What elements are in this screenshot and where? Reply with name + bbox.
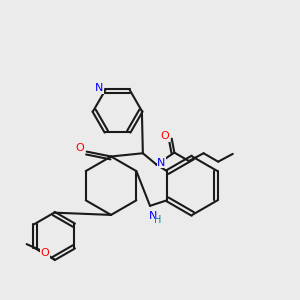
Text: O: O <box>40 248 49 258</box>
Text: N: N <box>148 211 157 220</box>
Text: N: N <box>157 158 166 168</box>
Text: O: O <box>75 143 84 153</box>
Text: N: N <box>95 83 103 93</box>
Text: O: O <box>160 131 169 141</box>
Text: H: H <box>154 215 162 225</box>
